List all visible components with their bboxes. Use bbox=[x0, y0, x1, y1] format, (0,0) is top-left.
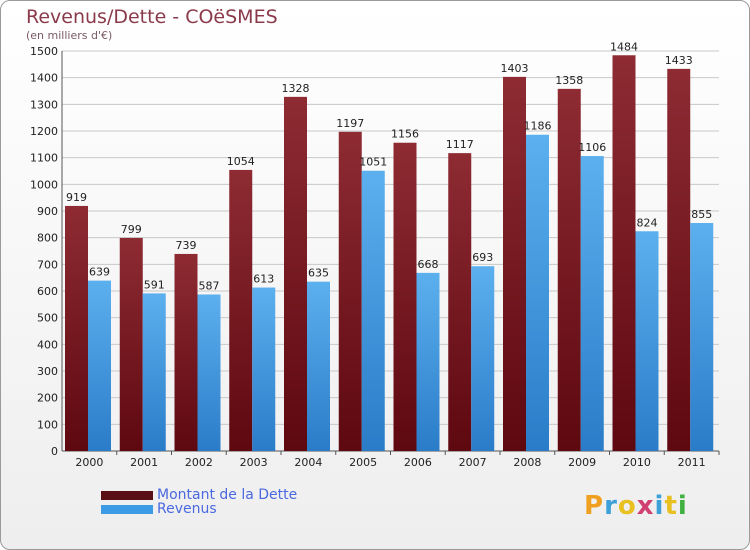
data-label-revenus: 635 bbox=[308, 267, 329, 280]
bar-dette bbox=[229, 169, 253, 451]
data-label-dette: 1197 bbox=[336, 117, 364, 130]
bar-dette bbox=[119, 237, 143, 451]
bar-revenus bbox=[690, 223, 714, 451]
data-label-revenus: 855 bbox=[691, 208, 712, 221]
y-tick-label: 0 bbox=[51, 445, 58, 458]
y-tick-label: 1100 bbox=[30, 152, 58, 165]
bar-dette bbox=[503, 76, 526, 451]
bar-revenus bbox=[416, 272, 440, 451]
bar-revenus bbox=[88, 280, 111, 451]
logo-letter: r bbox=[604, 491, 618, 521]
bar-dette bbox=[393, 142, 417, 451]
logo-letter: i bbox=[654, 491, 665, 521]
data-label-dette: 1403 bbox=[501, 62, 529, 75]
y-tick-label: 1200 bbox=[30, 125, 58, 138]
data-label-dette: 1156 bbox=[391, 128, 419, 141]
y-tick-label: 900 bbox=[37, 205, 58, 218]
data-label-revenus: 613 bbox=[253, 273, 274, 286]
y-tick-label: 1500 bbox=[30, 45, 58, 58]
data-label-revenus: 824 bbox=[637, 216, 658, 229]
data-label-revenus: 693 bbox=[472, 251, 493, 264]
bar-dette bbox=[667, 68, 691, 451]
data-label-dette: 799 bbox=[121, 223, 142, 236]
bar-dette bbox=[338, 131, 362, 452]
x-tick-label: 2005 bbox=[349, 456, 377, 469]
logo-letter: t bbox=[664, 491, 678, 521]
x-tick-label: 2002 bbox=[185, 456, 213, 469]
data-label-revenus: 1106 bbox=[578, 141, 606, 154]
bar-dette bbox=[174, 253, 198, 451]
data-label-revenus: 591 bbox=[144, 278, 165, 291]
y-tick-label: 600 bbox=[37, 285, 58, 298]
data-label-dette: 919 bbox=[66, 191, 87, 204]
y-tick-label: 1400 bbox=[30, 72, 58, 85]
x-tick-label: 2000 bbox=[75, 456, 103, 469]
x-tick-label: 2009 bbox=[568, 456, 596, 469]
y-tick-label: 500 bbox=[37, 312, 58, 325]
legend-swatch-dette bbox=[101, 490, 153, 500]
x-tick-label: 2004 bbox=[294, 456, 322, 469]
bar-revenus bbox=[307, 281, 330, 451]
data-label-revenus: 1186 bbox=[524, 120, 552, 133]
data-label-dette: 1054 bbox=[227, 155, 255, 168]
bar-dette bbox=[448, 153, 472, 451]
data-label-revenus: 1051 bbox=[359, 156, 387, 169]
legend-item-dette: Montant de la Dette bbox=[101, 487, 297, 503]
bar-revenus bbox=[142, 293, 166, 451]
x-tick-label: 2010 bbox=[623, 456, 651, 469]
y-tick-label: 100 bbox=[37, 418, 58, 431]
y-tick-label: 300 bbox=[37, 365, 58, 378]
y-tick-label: 1300 bbox=[30, 98, 58, 111]
x-tick-label: 2003 bbox=[240, 456, 268, 469]
data-label-dette: 1117 bbox=[446, 138, 474, 151]
bar-revenus bbox=[361, 170, 385, 451]
bar-revenus bbox=[471, 266, 495, 451]
chart-subtitle: (en milliers d'€) bbox=[26, 29, 113, 42]
legend-swatch-revenus bbox=[101, 504, 153, 514]
y-tick-label: 400 bbox=[37, 338, 58, 351]
bar-dette bbox=[612, 55, 636, 452]
x-tick-label: 2007 bbox=[459, 456, 487, 469]
legend-label-revenus: Revenus bbox=[157, 501, 217, 517]
legend-label-dette: Montant de la Dette bbox=[157, 487, 298, 503]
legend-item-revenus: Revenus bbox=[101, 501, 217, 517]
data-label-dette: 1328 bbox=[282, 82, 310, 95]
bar-dette bbox=[284, 96, 307, 451]
x-tick-label: 2001 bbox=[130, 456, 158, 469]
y-tick-label: 1000 bbox=[30, 178, 58, 191]
data-label-dette: 1433 bbox=[665, 54, 693, 67]
logo-letter: i bbox=[677, 491, 688, 521]
bar-revenus bbox=[526, 134, 549, 451]
proxiti-logo: Proxiti bbox=[584, 491, 688, 521]
y-tick-label: 700 bbox=[37, 258, 58, 271]
bar-revenus bbox=[580, 156, 604, 452]
bar-dette bbox=[557, 88, 581, 451]
data-label-dette: 1484 bbox=[610, 40, 638, 53]
bar-revenus bbox=[252, 287, 276, 451]
data-label-dette: 1358 bbox=[555, 74, 583, 87]
logo-letter: o bbox=[617, 491, 637, 521]
logo-letter: x bbox=[636, 491, 655, 521]
x-tick-label: 2011 bbox=[678, 456, 706, 469]
y-tick-label: 800 bbox=[37, 232, 58, 245]
y-tick-label: 200 bbox=[37, 392, 58, 405]
x-tick-label: 2008 bbox=[513, 456, 541, 469]
data-label-revenus: 668 bbox=[418, 258, 439, 271]
bar-revenus bbox=[197, 294, 221, 451]
data-label-dette: 739 bbox=[176, 239, 197, 252]
chart-title: Revenus/Dette - COëSMES bbox=[26, 6, 278, 28]
logo-letter: P bbox=[584, 491, 605, 521]
x-tick-label: 2006 bbox=[404, 456, 432, 469]
bar-dette bbox=[65, 205, 88, 451]
data-label-revenus: 639 bbox=[89, 266, 110, 279]
data-label-revenus: 587 bbox=[199, 279, 220, 292]
bar-revenus bbox=[635, 231, 659, 451]
